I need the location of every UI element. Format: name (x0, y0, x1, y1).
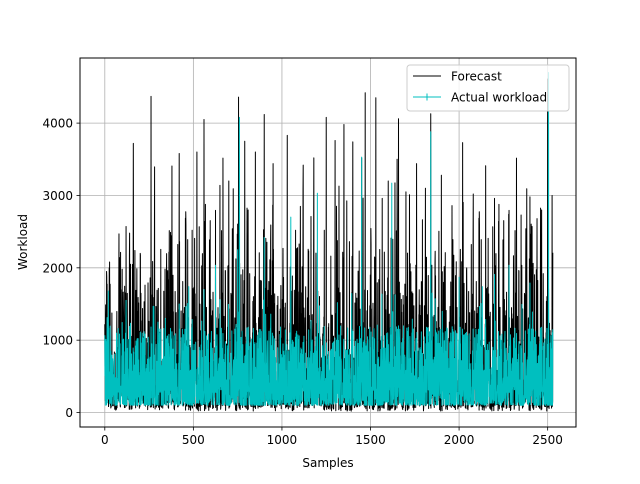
legend-box (406, 64, 570, 112)
plot-series (104, 71, 554, 412)
y-tick-label: 3000 (42, 189, 73, 203)
legend-label-forecast: Forecast (451, 70, 502, 84)
series-line-actual-workload (104, 71, 554, 406)
legend: Forecast Actual workload (406, 64, 570, 112)
y-tick-label: 1000 (42, 334, 73, 348)
axis-ticks: 0 500 1000 1500 2000 2500 0 1000 2000 3000 4000 (42, 117, 562, 447)
x-tick-label: 1000 (267, 433, 298, 447)
x-tick-label: 0 (101, 433, 109, 447)
legend-label-actual-workload: Actual workload (451, 91, 547, 105)
x-tick-label: 2000 (444, 433, 475, 447)
y-tick-label: 2000 (42, 261, 73, 275)
x-tick-label: 1500 (355, 433, 386, 447)
x-axis-label: Samples (302, 456, 353, 470)
y-tick-label: 4000 (42, 117, 73, 131)
x-tick-label: 500 (182, 433, 205, 447)
y-tick-label: 0 (65, 406, 73, 420)
plot-area-frame (79, 57, 577, 428)
gridlines (80, 58, 576, 427)
x-tick-label: 2500 (532, 433, 563, 447)
y-axis-label: Workload (16, 214, 30, 270)
